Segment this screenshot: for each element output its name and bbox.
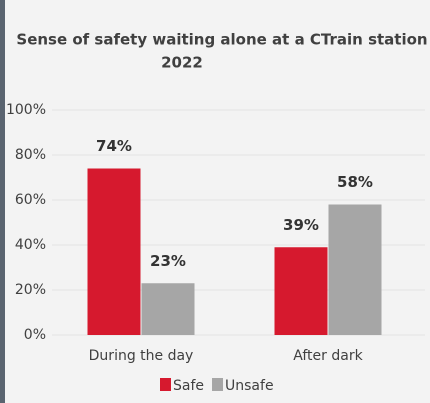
legend-swatch <box>160 378 171 391</box>
value-label: 74% <box>96 137 132 155</box>
value-label: 58% <box>337 173 373 191</box>
chart-subtitle: 2022 <box>161 54 203 72</box>
value-label: 23% <box>150 252 186 270</box>
y-tick-label: 100% <box>6 102 46 118</box>
y-tick-label: 60% <box>15 192 46 208</box>
x-tick-label: After dark <box>293 348 363 364</box>
legend-label: Unsafe <box>225 378 274 394</box>
x-tick-label: During the day <box>89 348 194 364</box>
bar <box>328 204 382 335</box>
y-tick-label: 20% <box>15 282 46 298</box>
legend-label: Safe <box>173 378 204 394</box>
bar <box>87 168 141 335</box>
y-tick-label: 0% <box>24 327 46 343</box>
bar <box>141 283 195 335</box>
value-label: 39% <box>283 216 319 234</box>
y-tick-label: 80% <box>15 147 46 163</box>
chart-title: Sense of safety waiting alone at a CTrai… <box>16 31 427 49</box>
bar <box>274 247 328 335</box>
legend-swatch <box>212 378 224 391</box>
y-tick-label: 40% <box>15 237 46 253</box>
photo-edge <box>0 0 5 403</box>
